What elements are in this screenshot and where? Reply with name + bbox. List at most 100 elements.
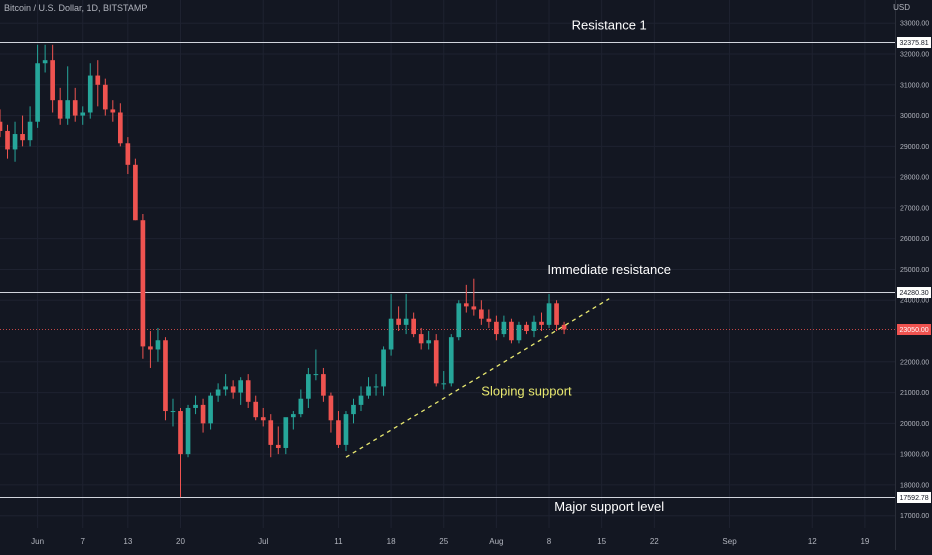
candle-body [306, 374, 311, 399]
candle-body [494, 321, 499, 335]
candle-body [215, 389, 221, 396]
candle-body [463, 303, 469, 307]
time-tick-label: Jun [31, 537, 44, 546]
candle-body [65, 100, 71, 119]
price-tick-label: 33000.00 [900, 21, 929, 28]
candle-body [35, 63, 40, 122]
candle-body [524, 324, 529, 332]
price-tick-label: 25000.00 [900, 267, 929, 274]
sloping-support-line [345, 298, 610, 458]
time-tick-label: 8 [547, 537, 552, 546]
price-tick-label: 18000.00 [900, 482, 929, 489]
time-tick-label: Aug [489, 537, 503, 546]
time-tick-label: 13 [123, 537, 132, 546]
candle-body [418, 334, 424, 344]
candle-body [230, 386, 236, 393]
candle-body [396, 318, 401, 325]
currency-label: USD [893, 3, 910, 12]
time-axis[interactable]: Jun 7 13 20 Jul 11 18 25 Aug 8 15 22 Sep 12 19 [31, 537, 870, 546]
level-price-label: 32375.81 [900, 40, 929, 47]
horizontal-levels [0, 42, 895, 498]
candle-body [366, 386, 371, 396]
candle-body [12, 134, 18, 150]
candle-body [178, 411, 183, 455]
price-tick-label: 21000.00 [900, 390, 929, 397]
price-axis[interactable]: 33000.00 32000.00 31000.00 30000.00 29000.00… [897, 21, 931, 520]
candle-body [403, 318, 409, 325]
candle-body [516, 324, 522, 341]
candle-body [185, 407, 191, 455]
candle-body [133, 164, 138, 221]
level-price-label: 24280.30 [900, 290, 929, 297]
candles [0, 44, 567, 498]
candle-body [351, 404, 356, 415]
candle-body [57, 100, 63, 119]
candle-body [343, 414, 349, 445]
candle-body [125, 143, 131, 165]
candle-body [336, 420, 341, 445]
candle-body [441, 383, 447, 385]
symbol-title: Bitcoin / U.S. Dollar, 1D, BITSTAMP [4, 3, 148, 13]
candle-body [433, 340, 439, 384]
time-tick-label: 7 [81, 537, 86, 546]
candle-body [42, 60, 48, 64]
candle-body [118, 112, 123, 144]
level-price-label: 17592.78 [900, 495, 929, 502]
candle-body [148, 346, 153, 350]
candle-body [373, 386, 379, 388]
candle-body [290, 414, 296, 418]
candle-body [110, 109, 116, 113]
candle-body [208, 395, 213, 424]
trendline-layer [345, 298, 610, 458]
candle-body [238, 380, 244, 393]
price-tick-label: 17000.00 [900, 513, 929, 520]
price-tick-label: 24000.00 [900, 298, 929, 305]
candle-body [479, 309, 484, 319]
candle-body [388, 318, 394, 350]
candle-body [321, 374, 326, 396]
level-price-tag [897, 287, 931, 298]
current-price-label: 23050.00 [900, 327, 929, 334]
candle-body [20, 134, 25, 141]
candle-body [283, 417, 289, 448]
price-tick-label: 22000.00 [900, 359, 929, 366]
candle-body [87, 75, 93, 113]
annotations: Resistance 1 Immediate resistance Sloping … [481, 17, 671, 514]
price-tick-label: 26000.00 [900, 236, 929, 243]
candle-body [260, 417, 266, 421]
candle-body [358, 395, 364, 405]
candle-body [223, 386, 228, 390]
time-tick-label: 12 [808, 537, 817, 546]
candle-body [0, 121, 3, 131]
candle-body [140, 220, 146, 347]
candle-body [554, 303, 559, 325]
candle-body [50, 60, 55, 101]
candle-body [5, 130, 10, 150]
candle-body [253, 401, 259, 418]
price-tick-label: 28000.00 [900, 175, 929, 182]
candle-body [539, 321, 544, 325]
annotation-label: Major support level [554, 499, 664, 514]
annotation-label: Sloping support [481, 384, 572, 399]
candle-body [170, 411, 176, 413]
candle-body [245, 380, 251, 402]
price-tick-label: 30000.00 [900, 113, 929, 120]
candle-body [155, 340, 161, 350]
candle-body [193, 404, 198, 408]
time-tick-label: Jul [258, 537, 268, 546]
candle-body [328, 395, 334, 421]
candle-body [27, 121, 33, 141]
candle-body [95, 75, 101, 85]
time-tick-label: 20 [176, 537, 185, 546]
candle-body [72, 100, 78, 116]
time-tick-label: 19 [860, 537, 869, 546]
price-tick-label: 19000.00 [900, 452, 929, 459]
candle-body [546, 303, 552, 325]
time-tick-label: 22 [650, 537, 659, 546]
price-tick-label: 32000.00 [900, 52, 929, 59]
candle-body [471, 306, 477, 310]
price-tick-label: 20000.00 [900, 421, 929, 428]
time-tick-label: Sep [722, 537, 737, 546]
